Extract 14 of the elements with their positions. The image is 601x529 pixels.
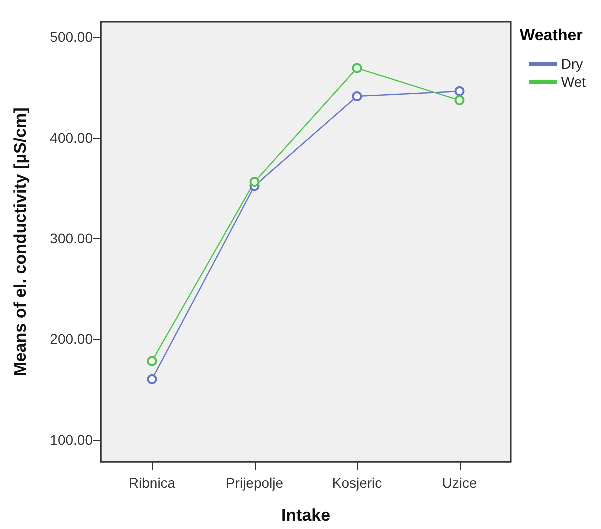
y-tick-label: 100.00 [50, 432, 94, 448]
y-tick-label: 400.00 [50, 130, 94, 146]
x-tick-label: Ribnica [128, 475, 176, 491]
y-tick-label: 300.00 [50, 230, 94, 246]
y-axis-title: Means of el. conductivity [µS/cm] [11, 108, 30, 376]
x-tick-label: Prijepolje [226, 475, 284, 491]
x-tick-label: Kosjeric [332, 475, 382, 491]
y-tick-label: 500.00 [50, 29, 94, 46]
y-tick-label: 200.00 [50, 331, 94, 348]
legend-title: Weather [520, 28, 583, 44]
x-axis-title: Intake [281, 506, 331, 525]
legend-label: Wet [561, 74, 586, 90]
legend-label: Dry [561, 56, 584, 72]
x-tick-label: Uzice [442, 475, 478, 491]
